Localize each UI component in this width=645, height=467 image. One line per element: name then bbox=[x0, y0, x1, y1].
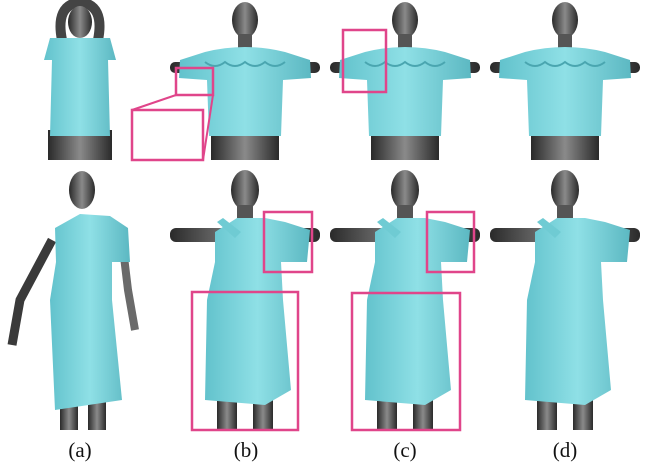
panel-label: (b) bbox=[234, 438, 259, 462]
highlight-box bbox=[350, 291, 462, 432]
panel-label: (d) bbox=[553, 438, 578, 462]
zoom-box bbox=[174, 66, 215, 97]
highlight-box bbox=[262, 210, 314, 274]
zoom-line bbox=[131, 94, 177, 111]
figure-a-top bbox=[44, 0, 116, 160]
panel-label: (c) bbox=[393, 438, 416, 462]
zoom-inset bbox=[130, 108, 205, 162]
figure-d-bottom bbox=[490, 170, 640, 430]
panel-label: (a) bbox=[68, 438, 91, 462]
highlight-box bbox=[425, 210, 476, 274]
figure-b-top bbox=[169, 1, 321, 161]
highlight-box bbox=[341, 28, 388, 94]
zoom-line bbox=[202, 94, 214, 161]
figure-d-top bbox=[489, 1, 641, 161]
figure-c-top bbox=[329, 1, 481, 161]
figure-a-bottom bbox=[7, 171, 139, 430]
highlight-box bbox=[190, 290, 300, 432]
